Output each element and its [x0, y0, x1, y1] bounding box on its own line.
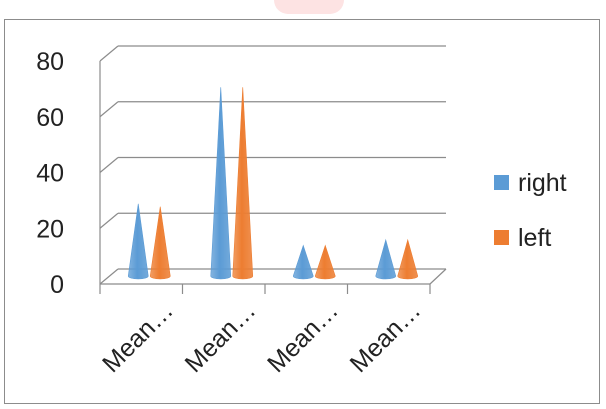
gridline-depth-80: [99, 45, 119, 62]
legend-label-right: right: [518, 169, 567, 197]
cone-left-4: [397, 238, 419, 280]
floor-depth-edge: [429, 268, 447, 285]
gridline-depth-40: [99, 157, 119, 173]
cone-right-2: [210, 87, 232, 280]
x-category-label: Mean…: [180, 296, 262, 378]
x-axis-labels: Mean… Mean… Mean… Mean…: [97, 296, 426, 378]
y-tick-label: 0: [50, 271, 64, 299]
gridlines: [99, 45, 446, 285]
y-tick-label: 40: [36, 160, 64, 188]
y-axis-ticks: 0 20 40 60 80: [36, 48, 64, 299]
cones: [127, 87, 419, 280]
axes: [99, 61, 447, 294]
top-edge-mark: [274, 0, 344, 14]
cone-right-1: [127, 203, 149, 280]
x-category-label: Mean…: [345, 296, 427, 378]
cone-left-1: [149, 206, 171, 280]
cone-left-3: [314, 244, 336, 280]
gridline-depth-20: [99, 212, 119, 229]
y-tick-label: 80: [36, 48, 64, 76]
x-category-label: Mean…: [97, 296, 179, 378]
legend-label-left: left: [518, 224, 551, 252]
gridline-depth-60: [99, 101, 119, 118]
legend-swatch-left: [494, 230, 509, 245]
y-tick-label: 20: [36, 215, 64, 243]
cone-left-2: [232, 87, 254, 280]
gridline-depth-0: [99, 268, 119, 285]
cone-right-4: [375, 238, 397, 280]
y-tick-label: 60: [36, 104, 64, 132]
cone-right-3: [292, 244, 314, 280]
chart-frame: [4, 19, 600, 404]
x-category-label: Mean…: [262, 296, 344, 378]
legend-swatch-right: [494, 175, 509, 190]
legend: right left: [494, 169, 567, 252]
